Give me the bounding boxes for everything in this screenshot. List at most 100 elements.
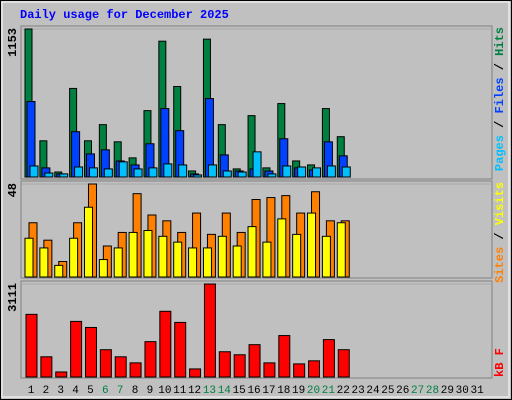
bar — [326, 165, 336, 178]
bar — [277, 218, 287, 278]
x-tick-label: 16 — [247, 385, 260, 397]
bar — [118, 161, 128, 178]
bar — [133, 168, 143, 178]
bar — [337, 349, 350, 378]
bar — [321, 235, 331, 278]
x-tick-label: 14 — [218, 385, 232, 397]
bar — [39, 247, 49, 278]
bar — [252, 151, 262, 178]
legend: Pages / Files / Hits — [493, 27, 507, 171]
bar — [237, 171, 247, 178]
x-tick-label: 3 — [57, 385, 64, 397]
bar — [188, 247, 198, 278]
legend-entry: Hits — [493, 27, 507, 56]
bar — [202, 247, 212, 278]
bar — [159, 310, 172, 378]
x-tick-label: 21 — [322, 385, 336, 397]
legend-entry: Visits — [493, 182, 507, 225]
bar — [129, 362, 142, 378]
bar — [247, 226, 257, 278]
bar — [207, 164, 217, 178]
x-tick-label: 6 — [102, 385, 109, 397]
bar — [178, 164, 188, 178]
x-tick-label: 22 — [337, 385, 350, 397]
y-tick-label: 48 — [6, 183, 20, 197]
bar — [40, 356, 53, 378]
bar — [128, 231, 138, 278]
x-tick-label: 17 — [262, 385, 275, 397]
bar — [307, 212, 317, 278]
bar — [143, 230, 153, 278]
bar — [55, 371, 68, 378]
bar — [174, 321, 187, 378]
bar — [83, 206, 93, 278]
bar — [189, 368, 202, 378]
bar — [222, 170, 232, 178]
bar — [278, 335, 291, 378]
chart-title: Daily usage for December 2025 — [20, 8, 229, 22]
bar — [248, 344, 261, 378]
bar — [144, 341, 157, 378]
x-tick-label: 30 — [456, 385, 469, 397]
bar — [163, 163, 173, 178]
x-tick-label: 23 — [352, 385, 365, 397]
x-tick-label: 24 — [366, 385, 380, 397]
x-tick-label: 27 — [411, 385, 424, 397]
bar — [54, 264, 64, 278]
bar — [218, 351, 231, 378]
bar — [312, 167, 322, 178]
x-tick-label: 26 — [396, 385, 409, 397]
legend-separator: / — [493, 56, 507, 78]
bar — [29, 165, 39, 178]
bar — [341, 166, 351, 178]
x-tick-label: 15 — [233, 385, 246, 397]
x-tick-label: 31 — [470, 385, 484, 397]
bar — [24, 237, 34, 278]
y-tick-label: 3111 — [6, 283, 20, 312]
bar — [336, 222, 346, 278]
x-tick-label: 20 — [307, 385, 320, 397]
legend-separator: / — [493, 225, 507, 247]
legend-entry: Sites — [493, 247, 507, 283]
x-tick-label: 25 — [381, 385, 394, 397]
bar — [148, 167, 158, 178]
legend: kB F — [493, 348, 507, 377]
bar — [158, 235, 168, 278]
x-tick-label: 12 — [188, 385, 201, 397]
legend-entry: Files — [493, 77, 507, 113]
y-tick-label: 1153 — [6, 28, 20, 57]
bar — [203, 283, 216, 378]
bar — [193, 174, 203, 178]
bar — [322, 339, 335, 378]
bar — [25, 313, 38, 378]
bar — [282, 165, 292, 178]
x-tick-label: 5 — [87, 385, 94, 397]
x-tick-label: 29 — [441, 385, 454, 397]
x-tick-label: 19 — [292, 385, 305, 397]
x-tick-label: 18 — [277, 385, 290, 397]
bar — [297, 166, 307, 178]
bar — [103, 168, 113, 178]
bar — [74, 166, 84, 178]
bar — [293, 363, 306, 378]
bar — [233, 354, 246, 378]
x-tick-label: 28 — [426, 385, 439, 397]
legend-separator: / — [493, 113, 507, 135]
x-tick-label: 13 — [203, 385, 216, 397]
bar — [267, 173, 277, 178]
bar — [44, 172, 54, 178]
x-tick-label: 1 — [28, 385, 35, 397]
x-tick-label: 8 — [132, 385, 139, 397]
x-tick-label: 9 — [147, 385, 154, 397]
bar — [262, 241, 272, 278]
bar — [232, 245, 242, 278]
x-tick-label: 2 — [43, 385, 50, 397]
bar — [114, 356, 127, 378]
bar — [263, 362, 276, 378]
bar — [173, 241, 183, 278]
x-tick-label: 10 — [158, 385, 171, 397]
legend-entry: Pages — [493, 135, 507, 171]
